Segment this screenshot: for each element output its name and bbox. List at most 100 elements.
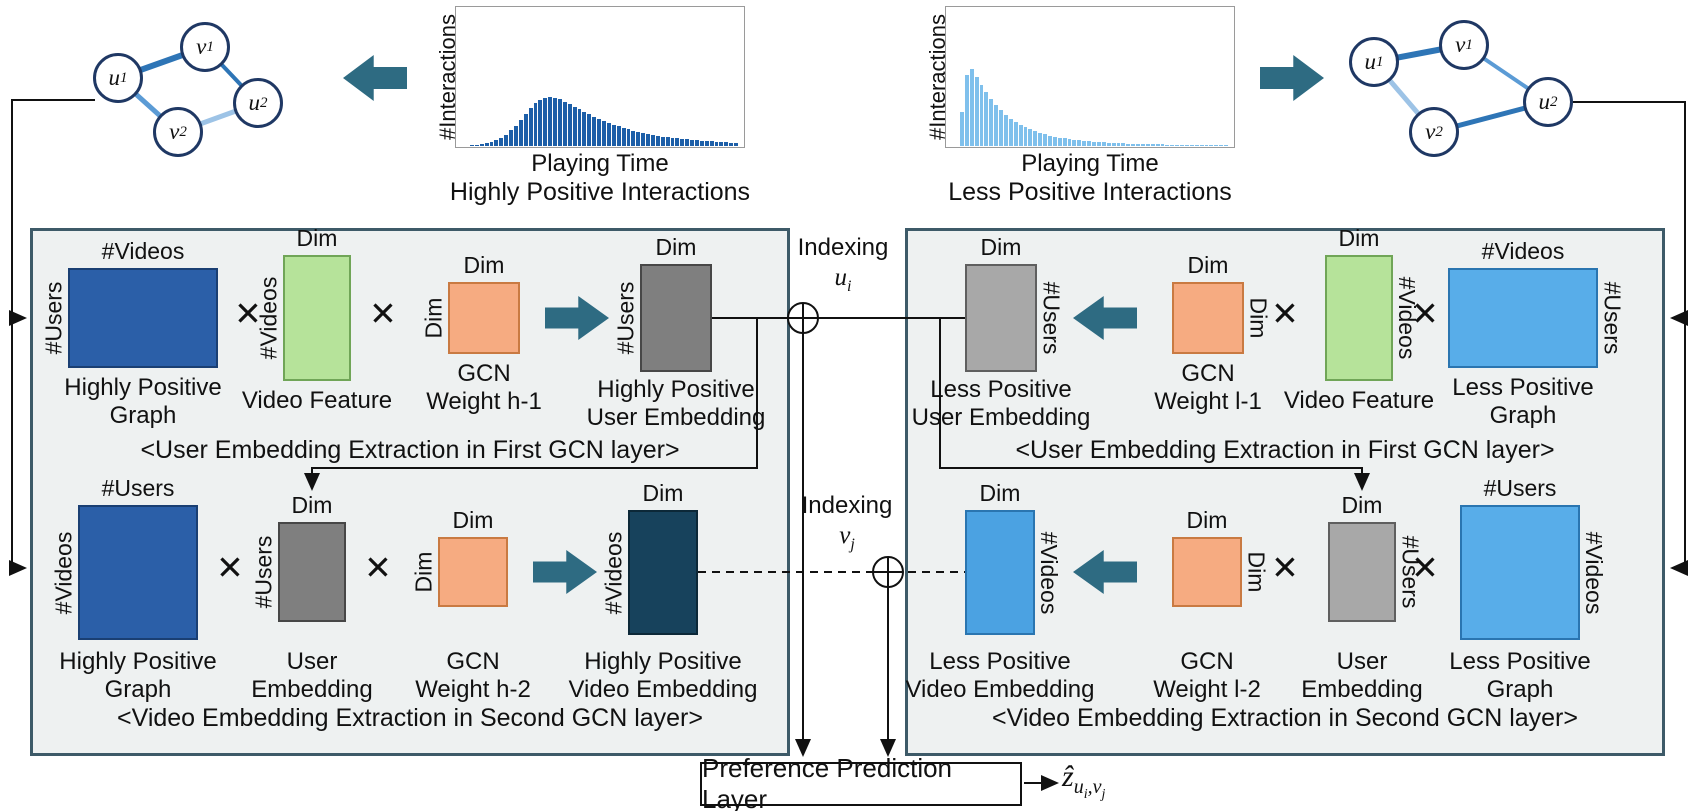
matrix-caption-hp-graph-1: Highly Positive Graph: [64, 374, 222, 429]
indexing-u-var: ui: [834, 264, 852, 295]
dim-side-label: Dim: [420, 297, 447, 339]
multiply-icon: ✕: [1271, 548, 1299, 587]
dim-top-label: #Users: [1483, 475, 1557, 501]
multiply-icon: ✕: [364, 548, 392, 587]
histogram-bars-highly-positive: [470, 15, 738, 146]
dim-top-label: Dim: [463, 252, 505, 278]
oplus-u-icon: [787, 302, 819, 334]
x-axis-label-right: Playing Time: [1021, 150, 1159, 177]
dim-top-label: Dim: [979, 480, 1021, 506]
matrix-video-feature-2: Dim #Videos: [1325, 225, 1421, 381]
dim-top-label: Dim: [291, 492, 333, 518]
dim-side-label: #Videos: [50, 531, 77, 614]
matrix-caption-user-embedding-left: User Embedding: [251, 648, 373, 703]
matrix-caption-lp-graph-1: Less Positive Graph: [1452, 374, 1594, 429]
multiply-icon: ✕: [234, 294, 262, 333]
preference-prediction-label: Preference Prediction Layer: [702, 753, 953, 811]
multiply-icon: ✕: [369, 294, 397, 333]
right-row1-caption: <User Embedding Extraction in First GCN …: [1015, 436, 1555, 464]
matrix-lp-video-embedding: Dim #Videos: [965, 480, 1063, 635]
dim-side-label: #Users: [612, 281, 639, 355]
dim-top-label: Dim: [655, 234, 697, 260]
matrix-caption-gcn-weight-h2: GCN Weight h-2: [415, 648, 531, 703]
matrix-caption-video-feature-1: Video Feature: [241, 387, 393, 414]
dim-side-label: #Videos: [1581, 531, 1608, 614]
matrix-caption-user-embedding-right: User Embedding: [1301, 648, 1423, 703]
multiply-icon: ✕: [216, 548, 244, 587]
matrix-caption-hp-user-embedding: Highly Positive User Embedding: [586, 376, 766, 431]
matrix-user-embedding-in-right: Dim #Users: [1328, 492, 1424, 622]
dim-top-label: Dim: [1341, 492, 1383, 518]
matrix-gcn-weight-l2: Dim Dim: [1172, 507, 1270, 607]
dim-top-label: Dim: [1338, 225, 1380, 251]
dim-top-label: Dim: [642, 480, 684, 506]
dim-side-label: Dim: [410, 551, 437, 593]
matrix-caption-gcn-weight-h1: GCN Weight h-1: [426, 360, 542, 415]
matrix-caption-hp-video-embedding: Highly Positive Video Embedding: [568, 648, 758, 703]
matrix-gcn-weight-h1: Dim Dim: [421, 252, 520, 354]
dim-top-label: #Videos: [101, 238, 185, 264]
matrix-hp-graph-1: #Videos #Users: [41, 238, 218, 368]
matrix-lp-graph-1: #Videos #Users: [1448, 238, 1626, 368]
matrix-hp-graph-2: #Users #Videos: [51, 475, 198, 640]
matrix-hp-user-embedding: Dim #Users: [613, 234, 712, 372]
matrix-caption-lp-graph-2: Less Positive Graph: [1449, 648, 1591, 703]
y-axis-label-right: #Interactions: [925, 14, 950, 140]
y-axis-label-left: #Interactions: [435, 14, 460, 140]
left-graph-to-panel-line: [11, 99, 95, 568]
indexing-v-label: Indexing: [801, 492, 893, 519]
left-layer1-to-layer2-line: [304, 318, 758, 491]
dim-top-label: Dim: [1186, 507, 1228, 533]
dim-top-label: Dim: [452, 507, 494, 533]
multiply-icon: ✕: [1411, 294, 1439, 333]
dim-side-label: #Users: [1038, 281, 1065, 355]
dim-side-label: #Users: [1599, 281, 1626, 355]
x-axis-label-left: Playing Time: [531, 150, 669, 177]
matrix-caption-video-feature-2: Video Feature: [1283, 387, 1435, 414]
matrix-lp-user-embedding: Dim #Users: [965, 234, 1065, 372]
dim-side-label: #Users: [40, 281, 67, 355]
multiply-icon: ✕: [1271, 294, 1299, 333]
left-row1-caption: <User Embedding Extraction in First GCN …: [140, 436, 680, 464]
left-row2-caption: <Video Embedding Extraction in Second GC…: [117, 704, 703, 732]
preference-prediction-layer: Preference Prediction Layer: [700, 753, 1022, 811]
dim-top-label: #Users: [101, 475, 175, 501]
right-graph-to-panel-line: [1573, 101, 1686, 568]
dim-side-label: #Videos: [600, 531, 627, 614]
matrix-hp-video-embedding: Dim #Videos: [601, 480, 698, 635]
indexing-v-var: vj: [839, 522, 855, 553]
dim-side-label: #Videos: [255, 276, 282, 360]
matrix-caption-hp-graph-2: Highly Positive Graph: [59, 648, 217, 703]
dim-top-label: Dim: [296, 225, 338, 251]
matrix-gcn-weight-l1: Dim Dim: [1172, 252, 1272, 354]
dim-side-label: #Users: [250, 535, 277, 609]
right-row2-caption: <Video Embedding Extraction in Second GC…: [992, 704, 1578, 732]
matrix-lp-graph-2: #Users #Videos: [1460, 475, 1608, 640]
histogram-highly-positive: [455, 6, 745, 148]
matrix-caption-lp-user-embedding: Less Positive User Embedding: [911, 376, 1091, 431]
right-layer1-to-layer2-line: [939, 318, 1370, 491]
histogram-less-positive: [945, 6, 1235, 148]
histogram-bars-less-positive: [960, 15, 1228, 146]
matrix-video-feature-1: Dim #Videos: [256, 225, 351, 381]
dim-side-label: #Videos: [1036, 531, 1063, 614]
multiply-icon: ✕: [1411, 548, 1439, 587]
matrix-gcn-weight-h2: Dim Dim: [411, 507, 508, 607]
dim-top-label: Dim: [980, 234, 1022, 260]
dim-top-label: Dim: [1187, 252, 1229, 278]
indexing-u-label: Indexing: [797, 234, 889, 261]
histogram-title-highly-positive: Highly Positive Interactions: [449, 178, 751, 206]
matrix-caption-gcn-weight-l1: GCN Weight l-1: [1154, 360, 1262, 415]
oplus-v-icon: [872, 556, 904, 588]
matrix-user-embedding-in-left: Dim #Users: [251, 492, 346, 622]
histogram-title-less-positive: Less Positive Interactions: [948, 178, 1232, 206]
dim-top-label: #Videos: [1481, 238, 1565, 264]
